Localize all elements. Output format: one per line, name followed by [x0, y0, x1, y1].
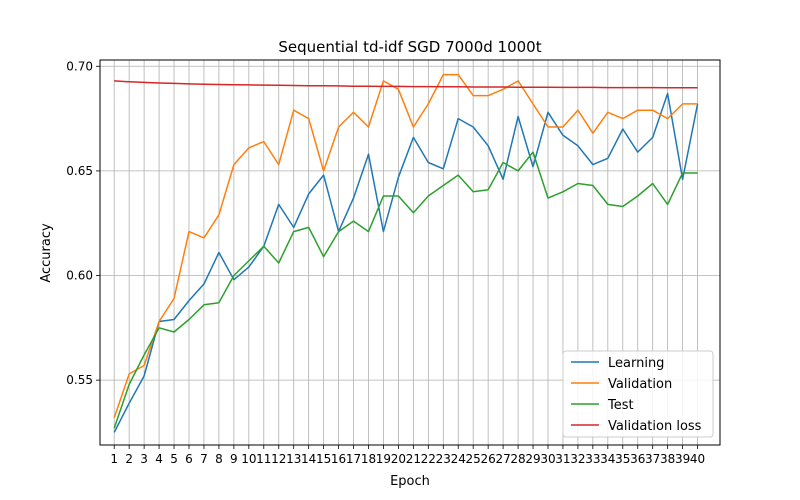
x-axis-title: Epoch: [390, 474, 430, 489]
chart-title: Sequential td-idf SGD 7000d 1000t: [278, 38, 541, 56]
x-tick-label: 26: [481, 452, 496, 466]
y-axis-title: Accuracy: [39, 223, 54, 283]
series-line-learning: [113, 92, 699, 433]
y-tick-label: 0.60: [66, 269, 93, 283]
x-tick-label: 3: [140, 452, 148, 466]
y-tick-label: 0.55: [66, 373, 93, 387]
x-tick-label: 21: [406, 452, 421, 466]
x-tick-label: 7: [200, 452, 208, 466]
tick-layer: 1 2 3 4 5 6 7 8 9 10 11 12 13 14 15 16 17 18 19 20 21 22 23 24 2…: [66, 59, 705, 466]
legend-label-validation-loss: Validation loss: [608, 419, 702, 434]
x-tick-label: 20: [391, 452, 406, 466]
x-tick-label: 5: [170, 452, 178, 466]
plot-frame: [99, 59, 721, 446]
series-line-validation-loss: [114, 80, 698, 89]
series-line-test: [113, 151, 698, 429]
legend-label-validation: Validation: [608, 377, 672, 392]
x-tick-label: 22: [421, 452, 436, 466]
x-tick-label: 23: [436, 452, 451, 466]
x-tick-label: 32: [570, 452, 585, 466]
x-tick-label: 8: [215, 452, 223, 466]
x-tick-label: 30: [540, 452, 555, 466]
x-tick-label: 36: [630, 452, 645, 466]
x-tick-label: 29: [525, 452, 540, 466]
x-tick-label: 24: [451, 452, 466, 466]
x-tick-label: 10: [241, 452, 256, 466]
x-tick-label: 19: [376, 452, 391, 466]
x-tick-label: 18: [361, 452, 376, 466]
x-tick-label: 27: [495, 452, 510, 466]
legend-box: [562, 350, 714, 438]
x-tick-label: 4: [155, 452, 163, 466]
x-tick-label: 31: [555, 452, 570, 466]
x-tick-label: 38: [660, 452, 675, 466]
x-tick-label: 11: [256, 452, 271, 466]
y-tick-label: 0.65: [66, 164, 93, 178]
x-tick-label: 25: [466, 452, 481, 466]
y-tick-label: 0.70: [66, 59, 93, 73]
x-tick-label: 14: [301, 452, 316, 466]
x-tick-label: 12: [271, 452, 286, 466]
x-tick-label: 39: [675, 452, 690, 466]
x-tick-label: 34: [600, 452, 615, 466]
x-tick-label: 15: [316, 452, 331, 466]
legend: Learning Validation Test Validation loss: [562, 350, 714, 438]
x-tick-label: 16: [331, 452, 346, 466]
legend-label-test: Test: [607, 398, 634, 413]
x-tick-label: 6: [185, 452, 193, 466]
series-line-validation: [113, 73, 698, 419]
x-tick-label: 33: [585, 452, 600, 466]
legend-label-learning: Learning: [608, 356, 664, 371]
x-tick-label: 2: [125, 452, 133, 466]
x-tick-label: 17: [346, 452, 361, 466]
x-tick-label: 35: [615, 452, 630, 466]
x-tick-label: 1: [110, 452, 118, 466]
x-tick-label: 28: [510, 452, 525, 466]
series-layer: [113, 73, 699, 433]
x-tick-label: 13: [286, 452, 301, 466]
x-tick-label: 9: [230, 452, 238, 466]
x-tick-label: 40: [690, 452, 705, 466]
x-tick-label: 37: [645, 452, 660, 466]
